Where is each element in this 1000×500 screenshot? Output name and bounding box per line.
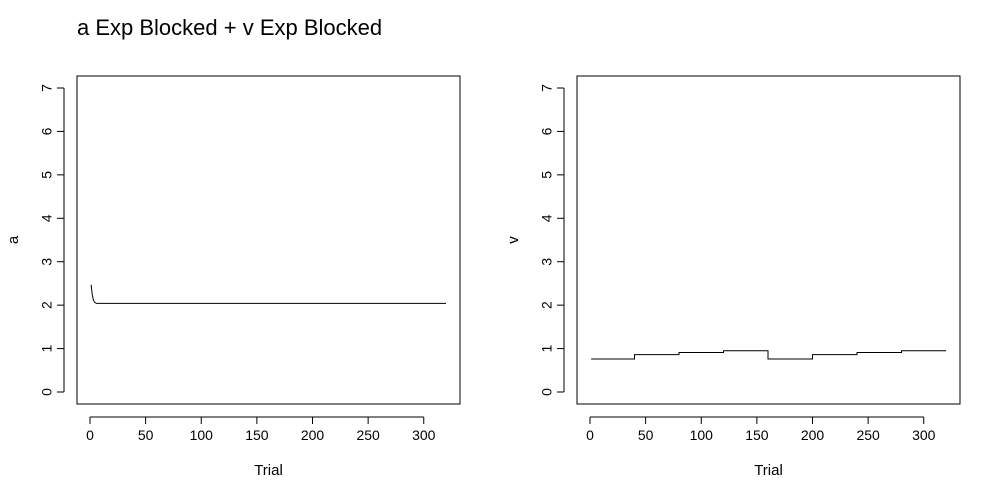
chart-panel-2: 0 50 100 150 200 250 300 0 1 2 3 4 5 6 7 Trial v: [505, 75, 961, 479]
y-tick-label: 6: [39, 127, 55, 135]
x-tick-label: 200: [301, 427, 325, 443]
y-tick-label: 5: [539, 171, 555, 179]
y-tick-label: 2: [539, 301, 555, 309]
x-tick-label: 200: [801, 427, 825, 443]
series-line-1: [591, 350, 946, 360]
x-axis-label: Trial: [254, 462, 283, 479]
y-tick-label: 4: [539, 214, 555, 222]
y-tick-label: 1: [539, 344, 555, 352]
y-tick-label: 7: [39, 84, 55, 92]
y-tick-label: 1: [39, 344, 55, 352]
y-tick-label: 6: [539, 127, 555, 135]
x-tick-label: 250: [856, 427, 880, 443]
y-axis-label: v: [505, 236, 522, 244]
x-axis-label: Trial: [754, 462, 783, 479]
x-tick-label: 50: [638, 427, 654, 443]
x-tick-label: 100: [690, 427, 714, 443]
y-tick-label: 7: [539, 84, 555, 92]
x-tick-label: 300: [412, 427, 436, 443]
x-tick-label: 50: [138, 427, 154, 443]
y-tick-label: 3: [39, 258, 55, 266]
y-tick-label: 3: [539, 258, 555, 266]
x-tick-label: 250: [356, 427, 380, 443]
y-tick-label: 2: [39, 301, 55, 309]
y-tick-label: 4: [39, 214, 55, 222]
x-tick-label: 0: [586, 427, 594, 443]
plot-frame: [576, 75, 961, 405]
x-tick-label: 100: [190, 427, 214, 443]
x-tick-label: 150: [745, 427, 769, 443]
y-axis-label: a: [5, 235, 22, 244]
y-tick-label: 0: [39, 388, 55, 396]
x-tick-label: 150: [245, 427, 269, 443]
plot-frame: [76, 75, 461, 405]
chart-panel-1: 0 50 100 150 200 250 300 0 1 2 3 4 5 6 7 Trial a: [5, 75, 461, 479]
figure-title: a Exp Blocked + v Exp Blocked: [77, 15, 382, 40]
x-tick-label: 0: [86, 427, 94, 443]
x-tick-label: 300: [912, 427, 936, 443]
y-tick-label: 0: [539, 388, 555, 396]
series-line-1: [90, 284, 446, 304]
y-tick-label: 5: [39, 171, 55, 179]
